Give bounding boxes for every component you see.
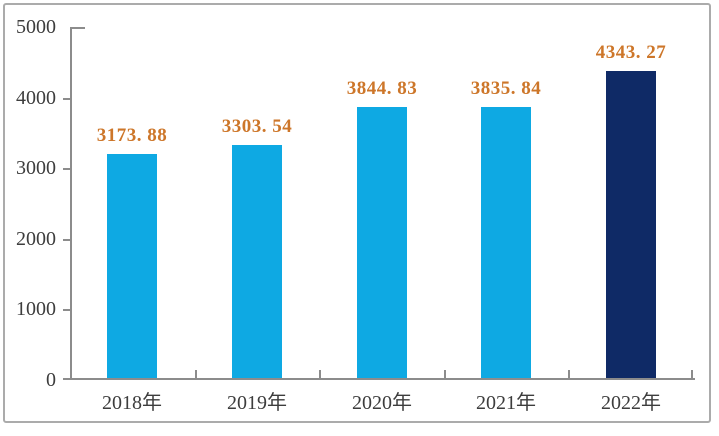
data-label-2021年: 3835. 84 <box>470 78 542 99</box>
data-label-2018年: 3173. 88 <box>96 125 168 146</box>
bar-2019年 <box>232 145 282 378</box>
data-label-2019年: 3303. 54 <box>221 116 293 137</box>
y-axis-line <box>70 27 72 380</box>
y-tick-label-0: 0 <box>46 369 56 391</box>
x-tick-boundary-2 <box>319 370 321 378</box>
bar-2020年 <box>357 107 407 378</box>
y-tick-label-1000: 1000 <box>16 298 56 320</box>
y-tick-0 <box>63 378 70 380</box>
y-tick-2000 <box>63 239 70 241</box>
y-tick-1000 <box>63 309 70 311</box>
x-tick-boundary-4 <box>568 370 570 378</box>
y-tick-4000 <box>63 98 70 100</box>
x-tick-axis-end <box>691 370 693 378</box>
x-label-2020年: 2020年 <box>352 392 412 414</box>
x-label-2018年: 2018年 <box>102 392 162 414</box>
y-tick-label-4000: 4000 <box>16 87 56 109</box>
x-label-2021年: 2021年 <box>476 392 536 414</box>
bar-2021年 <box>481 107 531 378</box>
bar-2018年 <box>107 154 157 378</box>
y-tick-5000 <box>72 27 85 29</box>
plot-area: 0 1000 2000 3000 4000 5000 3173. 88 3303. 54 38… <box>16 16 695 414</box>
x-tick-boundary-3 <box>444 370 446 378</box>
x-axis-line <box>70 378 695 380</box>
x-label-2019年: 2019年 <box>227 392 287 414</box>
data-label-2022年: 4343. 27 <box>595 42 667 63</box>
data-label-2020年: 3844. 83 <box>346 78 418 99</box>
x-tick-boundary-1 <box>195 370 197 378</box>
y-tick-3000 <box>63 168 70 170</box>
x-label-2022年: 2022年 <box>601 392 661 414</box>
bar-2022年 <box>606 71 656 378</box>
y-tick-label-5000: 5000 <box>16 16 56 38</box>
y-tick-label-3000: 3000 <box>16 157 56 179</box>
y-tick-label-2000: 2000 <box>16 228 56 250</box>
